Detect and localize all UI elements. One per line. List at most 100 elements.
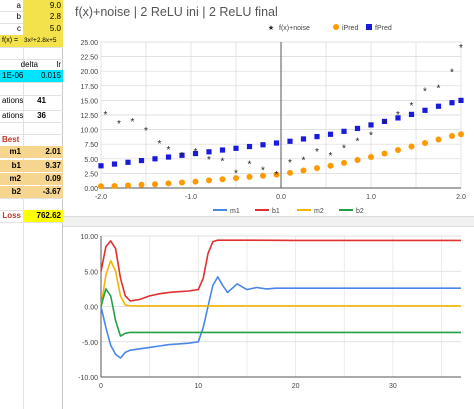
noise-point: *	[207, 155, 211, 166]
ipred-point	[260, 172, 266, 179]
noise-point: *	[261, 165, 265, 176]
x-tick-label: 30	[389, 383, 397, 390]
legend-marker-ipred	[333, 24, 339, 30]
noise-point: *	[383, 119, 387, 130]
sheet-cell[interactable]: 0.015	[32, 70, 63, 82]
sheet-cell[interactable]: ations	[2, 96, 24, 105]
y-tick-label: 25.00	[80, 40, 98, 47]
legend-label-fpred: fPred	[375, 25, 392, 32]
sheet-cell[interactable]: Best	[2, 135, 20, 144]
fpred-point	[341, 128, 347, 134]
grid-line	[0, 222, 63, 223]
noise-point: *	[180, 151, 184, 162]
sheet-cell[interactable]: 1E-06	[0, 70, 32, 82]
y-tick-label: 0.00	[84, 186, 98, 193]
y-tick-label: 2.50	[84, 171, 98, 178]
noise-point: *	[104, 110, 108, 121]
fpred-point	[192, 150, 199, 157]
x-tick-label: 2.0	[456, 194, 466, 201]
ipred-point	[341, 159, 347, 166]
fpred-point	[246, 143, 253, 150]
chart-panel	[63, 0, 474, 409]
y-tick-label: 17.50	[80, 84, 98, 91]
ipred-point	[300, 167, 307, 174]
sheet-cell[interactable]: c	[17, 24, 21, 33]
grid-line	[0, 110, 63, 111]
ipred-point	[458, 131, 464, 138]
fpred-point	[422, 107, 428, 113]
ipred-point	[354, 156, 361, 163]
y-tick-label: -10.00	[78, 375, 98, 382]
noise-point: *	[329, 151, 333, 162]
ipred-point	[381, 150, 388, 157]
sheet-cell[interactable]: 0.09	[23, 173, 63, 185]
scatter-chart[interactable]: 0.00 2.50 5.00 7.50 10.00 12.50 15.00 17.50 20.0…	[63, 0, 474, 216]
ipred-point	[138, 181, 145, 188]
grid-line	[0, 47, 63, 48]
fpred-point	[233, 145, 239, 151]
ipred-point	[219, 176, 226, 183]
sheet-cell[interactable]: 9.0	[23, 0, 63, 12]
sheet-cell[interactable]: 2.01	[23, 146, 63, 158]
ipred-point	[449, 133, 455, 140]
grid-line	[0, 95, 63, 96]
sheet-cell[interactable]: 9.37	[23, 160, 63, 172]
sheet-cell[interactable]: b2	[0, 186, 23, 198]
y-tick-label: 5.00	[84, 269, 98, 276]
ipred-point	[206, 177, 212, 184]
noise-point: *	[356, 136, 360, 147]
fpred-point	[98, 163, 104, 169]
legend-label-m2: m2	[314, 208, 324, 215]
ipred-point	[314, 165, 320, 172]
legend-label-ipred: iPred	[342, 25, 358, 32]
sheet-cell[interactable]: b1	[0, 160, 23, 172]
x-tick-label: 0.0	[276, 194, 286, 201]
ipred-point	[152, 181, 158, 188]
noise-point: *	[194, 147, 198, 158]
noise-point: *	[167, 145, 171, 156]
y-tick-label: 22.50	[80, 55, 98, 62]
legend-marker-noise: ★	[268, 24, 274, 32]
fpred-point	[152, 156, 158, 162]
legend-marker-fpred	[366, 24, 372, 30]
fpred-point	[273, 140, 280, 146]
sheet-cell[interactable]: 2.8	[23, 11, 63, 23]
fpred-point	[125, 159, 131, 165]
fpred-point	[354, 125, 361, 132]
noise-point: *	[437, 84, 441, 95]
ipred-point	[327, 162, 334, 169]
sheet-cell[interactable]: delta	[20, 60, 38, 69]
sheet-cell[interactable]: 5.0	[23, 23, 63, 35]
grid-line	[0, 59, 63, 60]
noise-point: *	[423, 87, 427, 98]
legend-label-b2: b2	[356, 208, 364, 215]
line-chart[interactable]: 10.00 5.00 0.00 -5.00 -10.000 10 20 30	[63, 227, 474, 409]
ipred-point	[368, 154, 374, 161]
sheet-cell[interactable]: 36	[37, 111, 46, 120]
sheet-cell[interactable]: -3.67	[23, 186, 63, 198]
sheet-cell[interactable]: 762.62	[23, 210, 63, 222]
y-tick-label: 7.50	[84, 142, 98, 149]
ipred-point	[287, 169, 293, 176]
noise-point: *	[369, 130, 373, 141]
sheet-cell[interactable]: m2	[0, 173, 23, 185]
grid-line	[0, 122, 63, 123]
x-tick-label: 10	[194, 383, 202, 390]
sheet-cell[interactable]: m1	[0, 146, 23, 158]
fpred-point	[179, 152, 185, 158]
y-tick-label: 15.00	[80, 98, 98, 105]
sheet-cell[interactable]: 41	[37, 96, 46, 105]
sheet-cell[interactable]: f(x) =	[0, 35, 22, 47]
sheet-cell[interactable]: Loss	[2, 211, 21, 220]
fpred-point	[368, 122, 374, 128]
fpred-point	[219, 147, 226, 153]
series-line-b1	[100, 239, 461, 302]
sheet-cell[interactable]: lr	[56, 60, 61, 69]
sheet-cell[interactable]: ations	[2, 111, 24, 120]
chart-divider	[63, 216, 474, 227]
sheet-cell[interactable]: a	[16, 1, 21, 10]
sheet-cell[interactable]: b	[16, 12, 21, 21]
sheet-cell[interactable]: 3x²+2.8x+5	[22, 35, 63, 47]
ipred-point	[111, 182, 118, 189]
fpred-point	[287, 138, 293, 144]
